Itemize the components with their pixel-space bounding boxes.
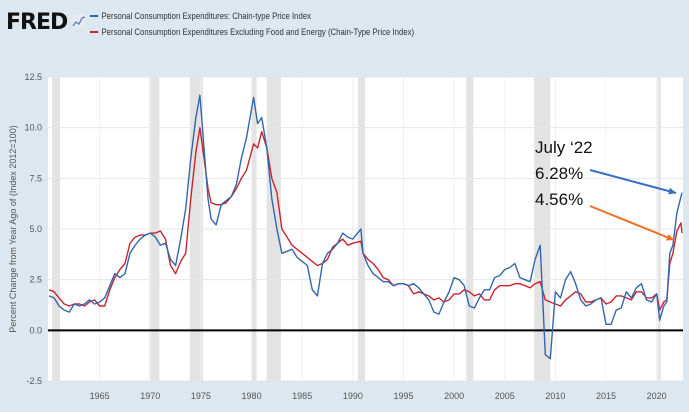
annotation-date: July ‘22 xyxy=(535,138,593,157)
y-axis-label: Percent Change from Year Ago of (Index 2… xyxy=(8,125,18,332)
x-tick-label: 2020 xyxy=(647,391,667,401)
annotation-headline: 6.28% xyxy=(535,164,583,183)
annotation: July ‘22 6.28% 4.56% xyxy=(535,138,593,209)
legend-swatch-red xyxy=(90,31,99,34)
y-tick-label: 12.5 xyxy=(24,72,42,82)
x-tick-label: 2015 xyxy=(596,391,616,401)
y-tick-label: 0.0 xyxy=(29,325,42,335)
x-tick-label: 1995 xyxy=(393,391,413,401)
x-tick-label: 2000 xyxy=(444,391,464,401)
legend-item-core: Personal Consumption Expenditures Exclud… xyxy=(90,27,414,38)
x-tick-label: 1975 xyxy=(191,391,211,401)
x-tick-label: 2005 xyxy=(495,391,515,401)
annotation-core: 4.56% xyxy=(535,190,583,209)
legend-label: Personal Consumption Expenditures: Chain… xyxy=(101,11,312,22)
series-line-core xyxy=(48,126,683,311)
y-tick-label: -2.5 xyxy=(26,376,42,386)
x-tick-label: 1980 xyxy=(242,391,262,401)
x-tick-label: 1990 xyxy=(343,391,363,401)
y-tick-label: 5.0 xyxy=(29,224,42,234)
core-arrow-head xyxy=(666,234,674,241)
fred-logo: FRED xyxy=(6,10,68,35)
legend-item-headline: Personal Consumption Expenditures: Chain… xyxy=(90,11,311,22)
y-tick-label: 7.5 xyxy=(29,173,42,183)
y-tick-label: 2.5 xyxy=(29,275,42,285)
series-line-headline xyxy=(48,94,683,360)
core-arrow xyxy=(589,205,675,241)
x-tick-label: 1985 xyxy=(292,391,312,401)
headline-arrow xyxy=(589,169,677,194)
y-tick-label: 10.0 xyxy=(24,123,42,133)
x-tick-label: 1965 xyxy=(90,391,110,401)
legend-swatch-blue xyxy=(90,15,99,18)
legend-label: Personal Consumption Expenditures Exclud… xyxy=(101,27,415,38)
fred-chart-icon xyxy=(72,14,86,28)
x-tick-label: 2010 xyxy=(545,391,565,401)
x-tick-label: 1970 xyxy=(140,391,160,401)
headline-arrow-head xyxy=(668,187,676,195)
